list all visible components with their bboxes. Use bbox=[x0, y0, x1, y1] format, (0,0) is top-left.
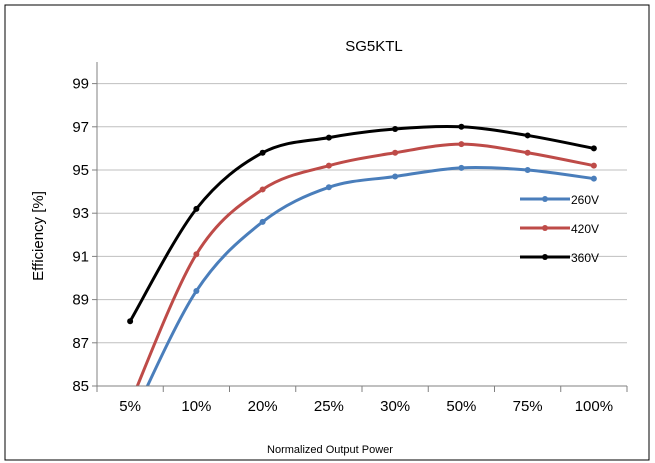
x-tick-labels: 5% 10% 20% 25% 30% 50% 75% 100% bbox=[119, 398, 613, 415]
x-axis-label: Normalized Output Power bbox=[267, 444, 393, 456]
data-point-420V bbox=[325, 162, 332, 169]
y-tick-label: 99 bbox=[72, 76, 89, 93]
data-point-420V bbox=[524, 149, 531, 156]
x-tick-label: 10% bbox=[181, 398, 211, 415]
data-point-260V bbox=[325, 184, 332, 191]
data-point-260V bbox=[458, 164, 465, 171]
x-tick-label: 20% bbox=[248, 398, 278, 415]
data-point-360V bbox=[524, 132, 531, 139]
y-tick-label: 85 bbox=[72, 378, 89, 395]
data-point-420V bbox=[458, 141, 465, 148]
data-point-260V bbox=[524, 167, 531, 173]
chart-title: SG5KTL bbox=[345, 38, 403, 55]
data-point-260V bbox=[392, 173, 399, 180]
data-point-360V bbox=[193, 205, 200, 212]
data-point-360V bbox=[325, 134, 332, 141]
legend-label: 260V bbox=[571, 193, 599, 207]
data-point-360V bbox=[392, 125, 399, 132]
chart-border bbox=[4, 4, 650, 461]
y-tick-label: 91 bbox=[72, 248, 89, 265]
data-point-360V bbox=[127, 318, 134, 325]
y-axis-label: Efficiency [%] bbox=[30, 191, 47, 281]
data-point-420V bbox=[392, 149, 399, 156]
series-lines bbox=[127, 123, 597, 386]
data-point-360V bbox=[259, 149, 266, 156]
x-tick-label: 30% bbox=[380, 398, 410, 415]
data-point-260V bbox=[193, 287, 200, 294]
data-point-360V bbox=[590, 145, 597, 152]
data-point-260V bbox=[590, 175, 597, 182]
data-point-360V bbox=[458, 123, 465, 130]
grid-lines bbox=[97, 83, 627, 344]
series-line-420V bbox=[135, 142, 595, 386]
y-tick-labels: 85 87 89 91 93 95 97 99 bbox=[72, 76, 89, 395]
data-point-260V bbox=[259, 218, 266, 225]
x-tick-label: 25% bbox=[314, 398, 344, 415]
legend-label: 360V bbox=[571, 251, 599, 265]
legend-marker-420V bbox=[542, 225, 548, 231]
legend: 260V 420V 360V bbox=[520, 193, 599, 265]
data-point-420V bbox=[590, 162, 597, 169]
legend-marker-260V bbox=[542, 196, 548, 202]
series-line-260V bbox=[145, 165, 595, 386]
legend-label: 420V bbox=[571, 222, 599, 236]
y-tick-label: 97 bbox=[72, 119, 89, 136]
x-tick-label: 50% bbox=[446, 398, 476, 415]
data-point-420V bbox=[193, 251, 200, 258]
x-tick-label: 75% bbox=[513, 398, 543, 415]
x-tick-label: 5% bbox=[119, 398, 141, 415]
y-tick-label: 87 bbox=[72, 335, 89, 352]
plot-frame bbox=[92, 62, 628, 392]
data-point-420V bbox=[259, 186, 266, 193]
y-tick-label: 93 bbox=[72, 205, 89, 222]
legend-marker-360V bbox=[542, 254, 548, 260]
x-tick-label: 100% bbox=[575, 398, 613, 415]
y-tick-label: 89 bbox=[72, 292, 89, 309]
y-tick-label: 95 bbox=[72, 162, 89, 179]
